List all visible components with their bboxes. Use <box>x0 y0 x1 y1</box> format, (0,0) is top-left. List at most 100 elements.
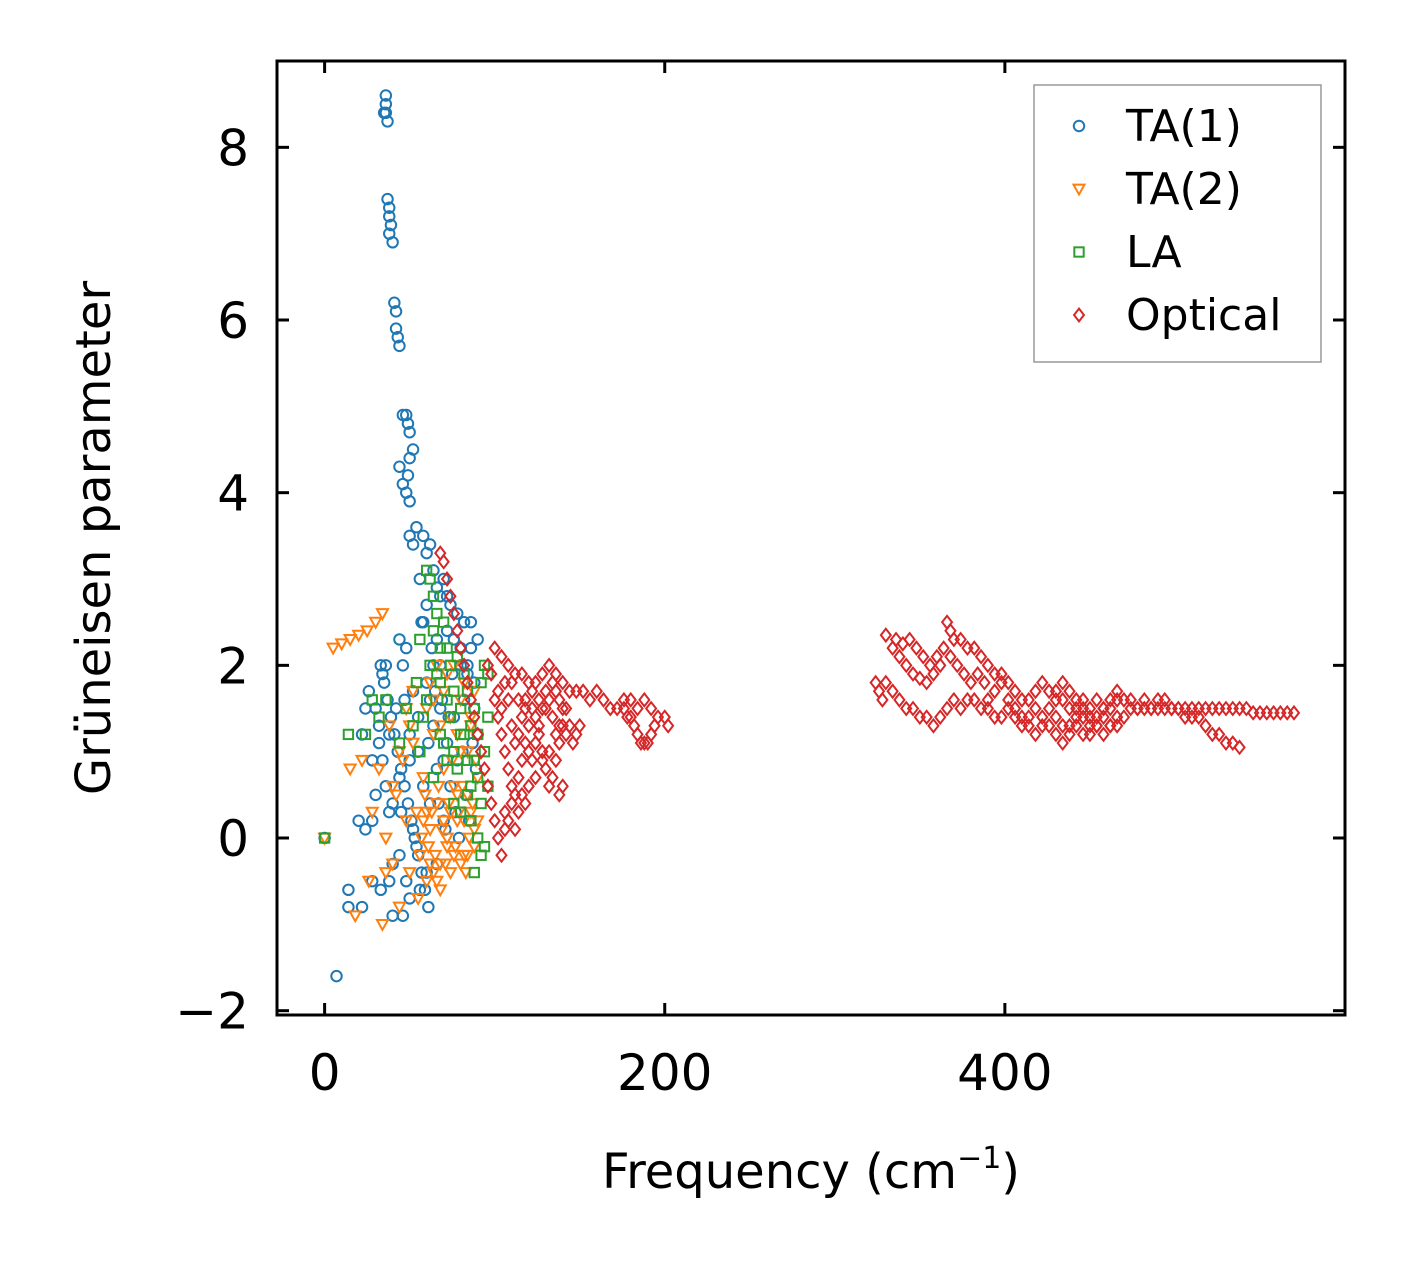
data-point <box>1104 717 1117 734</box>
data-point <box>383 227 396 240</box>
data-point <box>617 691 631 708</box>
y-tick-label: 6 <box>217 292 249 350</box>
data-point <box>366 814 379 827</box>
data-point <box>403 529 416 543</box>
data-point <box>410 520 423 534</box>
data-point <box>433 720 448 734</box>
data-point <box>631 726 644 743</box>
data-point <box>378 867 394 881</box>
data-point <box>454 640 467 657</box>
data-point <box>374 659 387 672</box>
data-point <box>1280 704 1294 721</box>
data-point <box>373 711 385 723</box>
data-point <box>1192 709 1205 726</box>
data-point <box>923 657 937 674</box>
data-point <box>464 615 478 629</box>
data-point <box>465 720 477 732</box>
data-point <box>502 812 515 829</box>
data-point <box>460 849 475 863</box>
data-point <box>342 634 358 648</box>
data-point <box>532 717 546 734</box>
data-point <box>405 737 421 751</box>
data-point <box>546 709 559 726</box>
data-point <box>440 571 454 587</box>
data-point <box>441 642 453 654</box>
data-point <box>431 607 443 620</box>
data-point <box>1158 691 1171 708</box>
data-point <box>440 590 454 603</box>
data-point <box>444 711 457 723</box>
data-point <box>416 772 431 786</box>
data-point <box>1185 709 1199 726</box>
data-point <box>383 805 396 819</box>
data-point <box>1063 700 1076 717</box>
data-point <box>414 832 429 846</box>
data-point <box>1097 709 1110 726</box>
data-point <box>1042 683 1056 700</box>
data-point <box>414 633 426 646</box>
data-point <box>889 631 903 648</box>
data-point <box>458 668 470 680</box>
data-point <box>1090 691 1103 708</box>
data-point <box>481 778 495 795</box>
data-point <box>441 754 453 766</box>
data-point <box>1240 700 1253 717</box>
data-point <box>502 760 515 777</box>
legend-label: TA(1) <box>1125 101 1242 152</box>
data-point <box>519 700 532 717</box>
data-point <box>393 737 406 749</box>
data-point <box>1008 709 1022 726</box>
data-point <box>515 709 529 726</box>
data-point <box>519 691 532 708</box>
data-point <box>423 538 437 551</box>
y-tick-label: 4 <box>217 465 249 523</box>
data-point <box>457 615 471 629</box>
data-point <box>417 529 430 543</box>
data-point <box>1110 683 1124 700</box>
data-point <box>940 700 954 717</box>
data-point <box>362 685 376 698</box>
data-point <box>553 786 566 803</box>
data-point <box>1056 691 1069 708</box>
data-point <box>1097 726 1110 743</box>
data-point <box>573 717 586 734</box>
data-point <box>927 666 940 682</box>
data-point <box>372 736 386 750</box>
data-point <box>1267 704 1280 721</box>
data-point <box>1029 683 1042 700</box>
data-point <box>444 659 457 672</box>
x-tick-label: 0 <box>309 1044 341 1102</box>
x-tick-label: 400 <box>957 1044 1052 1102</box>
data-point <box>556 674 569 691</box>
data-point <box>1104 691 1117 708</box>
data-point <box>1199 700 1212 717</box>
y-tick-label: −2 <box>175 983 249 1041</box>
data-point <box>407 720 419 732</box>
data-point <box>981 691 995 708</box>
data-point <box>917 648 930 665</box>
data-point <box>455 780 470 794</box>
data-point <box>1002 691 1015 708</box>
data-point <box>392 901 407 915</box>
data-point <box>482 711 494 723</box>
data-point <box>495 847 508 864</box>
data-point <box>529 769 542 786</box>
legend-item: Optical <box>1072 290 1281 341</box>
data-point <box>369 788 382 802</box>
data-point <box>627 717 641 734</box>
data-point <box>472 771 484 784</box>
data-point <box>1049 726 1063 743</box>
data-point <box>546 674 559 691</box>
legend-marker <box>1073 246 1085 258</box>
data-point <box>433 884 448 898</box>
data-point <box>1070 700 1083 717</box>
data-point <box>446 780 462 794</box>
data-point <box>385 780 400 794</box>
data-point <box>399 815 414 829</box>
data-point <box>610 700 624 717</box>
axis-ticks: 0 200 400 −2 0 2 4 6 8 <box>175 61 1345 1102</box>
data-point <box>502 691 515 708</box>
data-point <box>422 858 438 872</box>
data-point <box>448 685 460 697</box>
data-point <box>910 640 923 657</box>
